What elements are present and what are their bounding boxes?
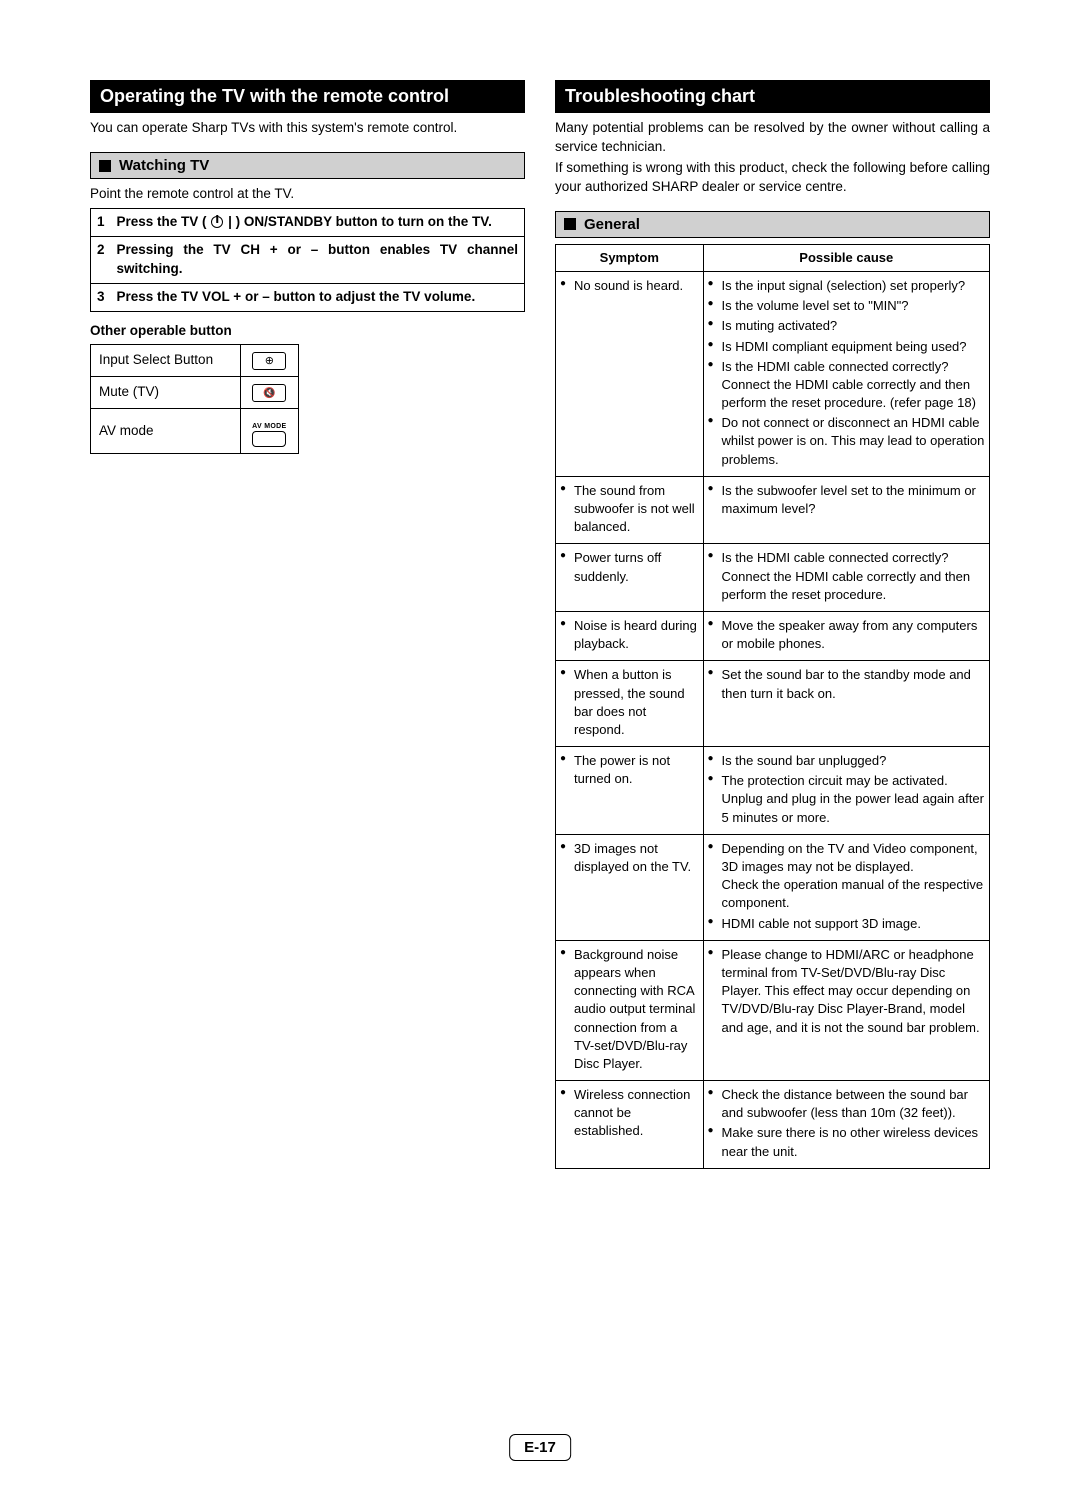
cause-item: Depending on the TV and Video component,…	[706, 840, 985, 913]
col-header-symptom: Symptom	[556, 244, 704, 271]
step-text: Press the TV VOL + or – button to adjust…	[111, 283, 525, 311]
cause-item: Make sure there is no other wireless dev…	[706, 1124, 985, 1160]
cause-cell: Is the input signal (selection) set prop…	[703, 271, 989, 476]
symptom-cell: The power is not turned on.	[556, 747, 704, 835]
cause-item: Is the HDMI cable connected correctly?Co…	[706, 358, 985, 413]
symptom-cell: When a button is pressed, the sound bar …	[556, 661, 704, 747]
symptom-cell: Power turns off suddenly.	[556, 544, 704, 612]
step-number: 3	[91, 283, 111, 311]
symptom-cell: Noise is heard during playback.	[556, 611, 704, 660]
cause-item: Set the sound bar to the standby mode an…	[706, 666, 985, 702]
cause-cell: Depending on the TV and Video component,…	[703, 834, 989, 940]
button-row: Input Select Button ⊕	[91, 345, 299, 377]
subheading-watching-tv-text: Watching TV	[119, 155, 209, 176]
bullet-square-icon	[564, 218, 576, 230]
right-column: Troubleshooting chart Many potential pro…	[555, 80, 990, 1431]
col-header-cause: Possible cause	[703, 244, 989, 271]
symptom-cell: Wireless connection cannot be establishe…	[556, 1081, 704, 1169]
power-icon	[211, 216, 223, 228]
symptom-item: Noise is heard during playback.	[558, 617, 699, 653]
table-row: When a button is pressed, the sound bar …	[556, 661, 990, 747]
table-row: Power turns off suddenly.Is the HDMI cab…	[556, 544, 990, 612]
subheading-general-text: General	[584, 214, 640, 235]
button-row: Mute (TV) 🔇	[91, 377, 299, 409]
intro-right-2: If something is wrong with this product,…	[555, 159, 990, 197]
cause-cell: Move the speaker away from any computers…	[703, 611, 989, 660]
table-row: Noise is heard during playback.Move the …	[556, 611, 990, 660]
symptom-cell: 3D images not displayed on the TV.	[556, 834, 704, 940]
cause-item: Is the subwoofer level set to the minimu…	[706, 482, 985, 518]
point-text: Point the remote control at the TV.	[90, 185, 525, 204]
cause-item: Is HDMI compliant equipment being used?	[706, 338, 985, 356]
symptom-cell: Background noise appears when connecting…	[556, 940, 704, 1080]
table-row: The sound from subwoofer is not well bal…	[556, 476, 990, 544]
cause-item: Do not connect or disconnect an HDMI cab…	[706, 414, 985, 469]
mute-icon: 🔇	[252, 384, 286, 402]
symptom-cell: The sound from subwoofer is not well bal…	[556, 476, 704, 544]
av-mode-icon: AV MODE	[252, 423, 286, 447]
subheading-general: General	[555, 211, 990, 238]
table-row: Background noise appears when connecting…	[556, 940, 990, 1080]
button-row: AV mode AV MODE	[91, 409, 299, 454]
bullet-square-icon	[99, 160, 111, 172]
cause-item: Is the sound bar unplugged?	[706, 752, 985, 770]
input-select-icon: ⊕	[252, 352, 286, 370]
table-row: No sound is heard. Is the input signal (s…	[556, 271, 990, 476]
heading-operating: Operating the TV with the remote control	[90, 80, 525, 113]
other-operable-title: Other operable button	[90, 322, 525, 341]
step-number: 1	[91, 208, 111, 236]
symptom-item: 3D images not displayed on the TV.	[558, 840, 699, 876]
cause-item: Is the HDMI cable connected correctly? C…	[706, 549, 985, 604]
cause-cell: Is the subwoofer level set to the minimu…	[703, 476, 989, 544]
symptom-item: Background noise appears when connecting…	[558, 946, 699, 1073]
symptom-item: When a button is pressed, the sound bar …	[558, 666, 699, 739]
symptom-item: The power is not turned on.	[558, 752, 699, 788]
cause-item: HDMI cable not support 3D image.	[706, 915, 985, 933]
step-row: 1 Press the TV ( | ) ON/STANDBY button t…	[91, 208, 525, 236]
button-label: Mute (TV)	[91, 377, 241, 409]
symptom-item: The sound from subwoofer is not well bal…	[558, 482, 699, 537]
symptom-item: No sound is heard.	[558, 277, 699, 295]
step-text: Pressing the TV CH + or – button enables…	[111, 236, 525, 283]
intro-left: You can operate Sharp TVs with this syst…	[90, 119, 525, 138]
cause-item: The protection circuit may be activated.…	[706, 772, 985, 827]
symptom-item: Power turns off suddenly.	[558, 549, 699, 585]
step-row: 2 Pressing the TV CH + or – button enabl…	[91, 236, 525, 283]
button-label: AV mode	[91, 409, 241, 454]
step-row: 3 Press the TV VOL + or – button to adju…	[91, 283, 525, 311]
symptom-cell: No sound is heard.	[556, 271, 704, 476]
troubleshooting-table: Symptom Possible cause No sound is heard…	[555, 244, 990, 1169]
operable-button-table: Input Select Button ⊕ Mute (TV) 🔇 AV mod…	[90, 344, 299, 454]
symptom-item: Wireless connection cannot be establishe…	[558, 1086, 699, 1141]
table-row: Wireless connection cannot be establishe…	[556, 1081, 990, 1169]
steps-table: 1 Press the TV ( | ) ON/STANDBY button t…	[90, 208, 525, 312]
table-row: 3D images not displayed on the TV.Depend…	[556, 834, 990, 940]
cause-item: Is the volume level set to "MIN"?	[706, 297, 985, 315]
heading-troubleshooting: Troubleshooting chart	[555, 80, 990, 113]
cause-item: Check the distance between the sound bar…	[706, 1086, 985, 1122]
cause-item: Is muting activated?	[706, 317, 985, 335]
page-number: E-17	[509, 1434, 571, 1461]
button-label: Input Select Button	[91, 345, 241, 377]
step-text: Press the TV ( | ) ON/STANDBY button to …	[111, 208, 525, 236]
cause-item: Is the input signal (selection) set prop…	[706, 277, 985, 295]
left-column: Operating the TV with the remote control…	[90, 80, 525, 1431]
cause-cell: Check the distance between the sound bar…	[703, 1081, 989, 1169]
cause-item: Please change to HDMI/ARC or headphone t…	[706, 946, 985, 1037]
cause-item: Move the speaker away from any computers…	[706, 617, 985, 653]
cause-cell: Is the sound bar unplugged? The protectio…	[703, 747, 989, 835]
intro-right-1: Many potential problems can be resolved …	[555, 119, 990, 157]
cause-cell: Set the sound bar to the standby mode an…	[703, 661, 989, 747]
step-number: 2	[91, 236, 111, 283]
cause-cell: Is the HDMI cable connected correctly? C…	[703, 544, 989, 612]
cause-cell: Please change to HDMI/ARC or headphone t…	[703, 940, 989, 1080]
table-row: The power is not turned on.Is the sound …	[556, 747, 990, 835]
subheading-watching-tv: Watching TV	[90, 152, 525, 179]
